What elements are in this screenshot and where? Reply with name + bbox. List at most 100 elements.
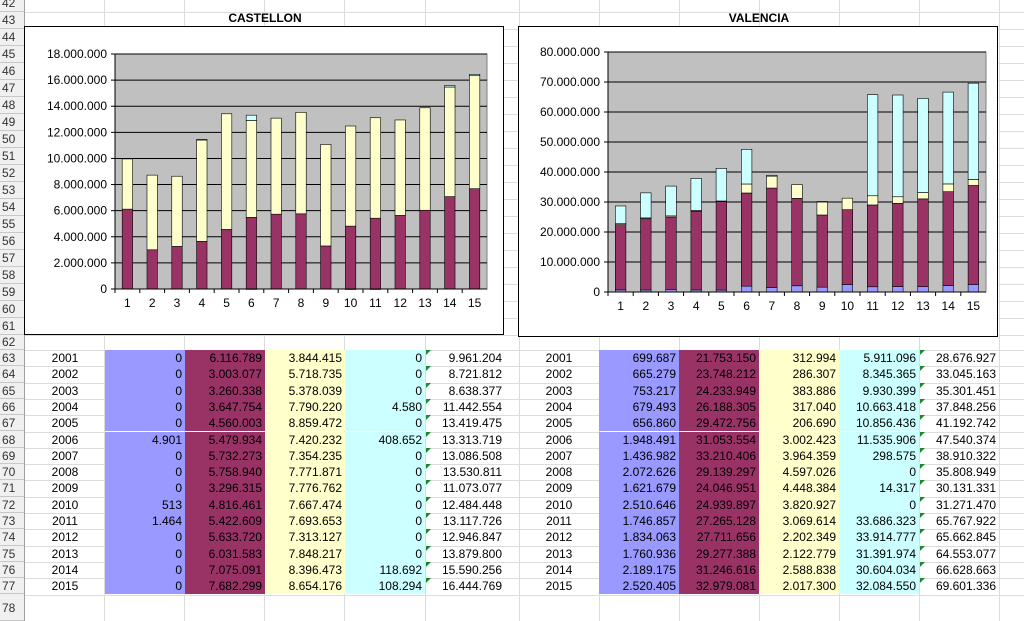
- valencia-cell-c1[interactable]: 1.746.857: [599, 513, 679, 530]
- valencia-cell-c1[interactable]: 753.217: [599, 382, 679, 399]
- castellon-cell-year[interactable]: 2014: [25, 562, 105, 578]
- valencia-cell-c1[interactable]: 2.072.626: [599, 464, 679, 481]
- row-header[interactable]: 62: [0, 335, 24, 350]
- row-header[interactable]: 48: [0, 97, 24, 114]
- valencia-cell-total[interactable]: 69.601.336: [919, 578, 999, 594]
- valencia-cell-total[interactable]: 64.553.077: [919, 545, 999, 562]
- castellon-cell-c3[interactable]: 7.667.474: [265, 496, 345, 513]
- castellon-cell-c2[interactable]: 6.031.583: [185, 545, 265, 562]
- castellon-cell-c1[interactable]: 0: [105, 447, 185, 465]
- valencia-cell-c1[interactable]: 1.760.936: [599, 545, 679, 562]
- valencia-cell-year[interactable]: 2014: [519, 562, 599, 578]
- valencia-cell-c3[interactable]: 3.964.359: [759, 447, 839, 465]
- castellon-cell-c3[interactable]: 8.859.472: [265, 415, 345, 432]
- row-header[interactable]: 52: [0, 165, 24, 182]
- castellon-cell-total[interactable]: 13.117.726: [425, 513, 505, 529]
- row-header[interactable]: 63: [0, 350, 24, 367]
- row-header[interactable]: 74: [0, 529, 24, 546]
- chart-castellon[interactable]: 0 2.000.000 4.000.000 6.000.000 8.000.000 10.…: [24, 26, 504, 335]
- castellon-cell-c1[interactable]: 0: [105, 529, 185, 546]
- valencia-cell-c2[interactable]: 27.265.128: [679, 513, 759, 530]
- valencia-cell-year[interactable]: 2012: [519, 529, 599, 545]
- castellon-cell-total[interactable]: 12.484.448: [425, 496, 505, 513]
- castellon-cell-c2[interactable]: 3.647.754: [185, 398, 265, 416]
- valencia-cell-c3[interactable]: 3.002.423: [759, 431, 839, 448]
- valencia-cell-c1[interactable]: 2.510.646: [599, 496, 679, 513]
- valencia-cell-year[interactable]: 2011: [519, 513, 599, 529]
- castellon-cell-c4[interactable]: 408.652: [345, 431, 425, 448]
- valencia-cell-year[interactable]: 2008: [519, 464, 599, 480]
- castellon-cell-c3[interactable]: 7.693.653: [265, 513, 345, 530]
- row-header[interactable]: 65: [0, 382, 24, 399]
- chart-valencia[interactable]: 0 10.000.000 20.000.000 30.000.000 40.000.00…: [518, 26, 998, 337]
- castellon-cell-c4[interactable]: 118.692: [345, 561, 425, 579]
- castellon-cell-c2[interactable]: 6.116.789: [185, 350, 265, 367]
- castellon-cell-c4[interactable]: 0: [345, 545, 425, 562]
- valencia-cell-year[interactable]: 2007: [519, 448, 599, 464]
- valencia-cell-total[interactable]: 65.662.845: [919, 529, 999, 545]
- valencia-cell-year[interactable]: 2009: [519, 480, 599, 496]
- valencia-cell-year[interactable]: 2004: [519, 399, 599, 415]
- valencia-cell-c4[interactable]: 0: [839, 464, 919, 481]
- valencia-cell-c1[interactable]: 656.860: [599, 415, 679, 432]
- castellon-cell-total[interactable]: 12.946.847: [425, 529, 505, 545]
- castellon-cell-c2[interactable]: 7.682.299: [185, 578, 265, 595]
- row-header[interactable]: 64: [0, 366, 24, 383]
- castellon-cell-c2[interactable]: 5.633.720: [185, 529, 265, 546]
- castellon-cell-c2[interactable]: 4.560.003: [185, 415, 265, 432]
- valencia-cell-c2[interactable]: 24.233.949: [679, 382, 759, 399]
- row-header[interactable]: 60: [0, 301, 24, 318]
- castellon-cell-c3[interactable]: 7.776.762: [265, 480, 345, 497]
- valencia-cell-c4[interactable]: 10.856.436: [839, 415, 919, 432]
- castellon-cell-year[interactable]: 2007: [25, 448, 105, 464]
- valencia-cell-c3[interactable]: 286.307: [759, 366, 839, 383]
- row-headers[interactable]: 42 43 44 45 46 47 48 49 50 51 52 53 54 55 56 57 58 59 60 61…: [0, 0, 25, 621]
- castellon-cell-year[interactable]: 2010: [25, 497, 105, 513]
- valencia-cell-total[interactable]: 35.301.451: [919, 382, 999, 399]
- valencia-cell-total[interactable]: 37.848.256: [919, 398, 999, 415]
- castellon-cell-c3[interactable]: 7.848.217: [265, 545, 345, 562]
- row-header[interactable]: 70: [0, 464, 24, 481]
- castellon-cell-total[interactable]: 16.444.769: [425, 578, 505, 594]
- valencia-cell-c3[interactable]: 2.588.838: [759, 561, 839, 579]
- castellon-cell-c2[interactable]: 5.479.934: [185, 431, 265, 448]
- row-header[interactable]: 76: [0, 561, 24, 579]
- row-header[interactable]: 51: [0, 148, 24, 165]
- row-header[interactable]: 49: [0, 114, 24, 131]
- castellon-cell-total[interactable]: 11.073.077: [425, 480, 505, 496]
- castellon-cell-total[interactable]: 8.638.377: [425, 382, 505, 399]
- valencia-cell-c4[interactable]: 0: [839, 496, 919, 513]
- row-header[interactable]: 77: [0, 578, 24, 595]
- castellon-cell-c3[interactable]: 8.396.473: [265, 561, 345, 579]
- valencia-cell-c3[interactable]: 206.690: [759, 415, 839, 432]
- row-header[interactable]: 55: [0, 216, 24, 233]
- row-header[interactable]: 71: [0, 480, 24, 497]
- valencia-cell-c4[interactable]: 33.686.323: [839, 513, 919, 530]
- castellon-cell-c2[interactable]: 7.075.091: [185, 561, 265, 579]
- valencia-cell-year[interactable]: 2010: [519, 497, 599, 513]
- valencia-cell-total[interactable]: 30.131.331: [919, 480, 999, 496]
- castellon-cell-total[interactable]: 13.879.800: [425, 545, 505, 562]
- row-header[interactable]: 54: [0, 199, 24, 216]
- row-header[interactable]: 78: [0, 594, 24, 621]
- row-header[interactable]: 53: [0, 182, 24, 199]
- valencia-cell-c1[interactable]: 679.493: [599, 398, 679, 416]
- castellon-cell-year[interactable]: 2003: [25, 383, 105, 399]
- castellon-cell-c4[interactable]: 0: [345, 464, 425, 481]
- row-header[interactable]: 72: [0, 496, 24, 513]
- valencia-cell-c2[interactable]: 29.277.388: [679, 545, 759, 562]
- valencia-cell-c2[interactable]: 33.210.406: [679, 447, 759, 465]
- castellon-cell-c3[interactable]: 7.790.220: [265, 398, 345, 416]
- castellon-cell-c4[interactable]: 0: [345, 447, 425, 465]
- castellon-cell-c2[interactable]: 4.816.461: [185, 496, 265, 513]
- castellon-cell-c3[interactable]: 5.718.735: [265, 366, 345, 383]
- valencia-cell-c4[interactable]: 30.604.034: [839, 561, 919, 579]
- row-header[interactable]: 68: [0, 431, 24, 448]
- valencia-cell-total[interactable]: 38.910.322: [919, 447, 999, 464]
- valencia-cell-c1[interactable]: 1.834.063: [599, 529, 679, 546]
- valencia-cell-c2[interactable]: 32.979.081: [679, 578, 759, 595]
- row-header[interactable]: 67: [0, 415, 24, 432]
- castellon-cell-c4[interactable]: 0: [345, 480, 425, 497]
- valencia-cell-total[interactable]: 28.676.927: [919, 350, 999, 366]
- castellon-cell-c1[interactable]: 4.901: [105, 431, 185, 448]
